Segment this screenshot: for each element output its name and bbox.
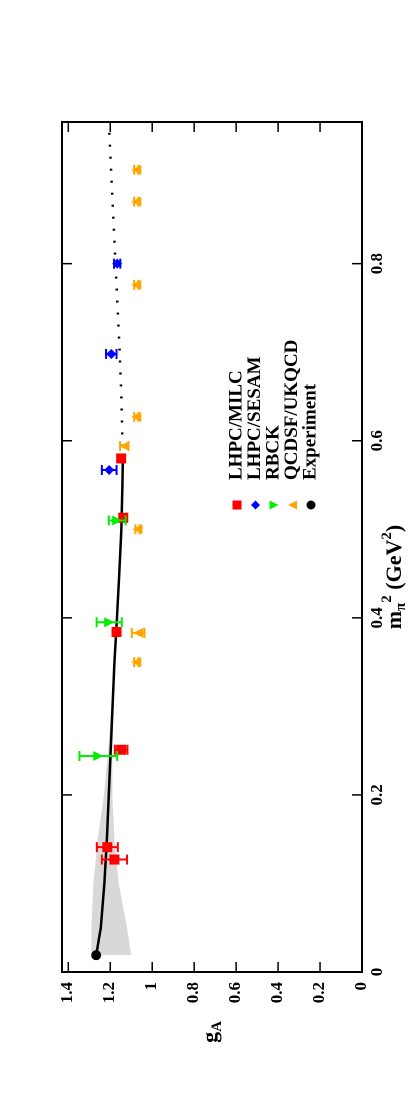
marker — [93, 750, 104, 761]
marker — [131, 279, 142, 290]
legend-marker — [306, 500, 316, 510]
marker — [133, 627, 144, 638]
legend-marker — [232, 500, 242, 510]
error-band — [91, 617, 132, 956]
y-tick-label: 1 — [141, 982, 160, 991]
y-tick-label: 0 — [351, 982, 370, 991]
extrapolation-curve — [107, 130, 125, 459]
legend-label: LHPC/MILC — [225, 370, 246, 480]
marker — [104, 464, 115, 475]
legend-label: LHPC/SESAM — [244, 356, 265, 480]
x-tick-label: 0.6 — [367, 430, 386, 451]
x-tick-label: 0 — [367, 968, 386, 977]
y-axis-label-part: A — [209, 1021, 225, 1032]
y-tick-label: 1.4 — [57, 982, 76, 1004]
y-tick-label: 0.4 — [267, 982, 286, 1004]
x-axis-label-part: (GeV — [381, 539, 406, 595]
x-axis-label: mπ2 (GeV2) — [379, 525, 409, 629]
marker — [91, 950, 102, 961]
plot-frame — [61, 121, 363, 973]
marker — [131, 164, 142, 175]
y-tick-label: 0.2 — [309, 982, 328, 1003]
marker — [131, 657, 142, 668]
marker — [131, 196, 142, 207]
marker — [111, 627, 122, 637]
x-axis-label-part: π — [393, 602, 409, 611]
marker — [112, 515, 123, 526]
x-tick-label: 0.4 — [367, 607, 386, 629]
marker — [109, 854, 120, 865]
marker — [112, 258, 123, 269]
legend-label: RBCK — [262, 425, 283, 480]
marker — [116, 744, 127, 755]
x-axis-label-part: 2 — [379, 595, 395, 603]
y-tick-label: 0.8 — [183, 982, 202, 1003]
marker — [131, 411, 142, 422]
y-tick-label: 1.2 — [99, 982, 118, 1003]
legend-marker — [269, 500, 279, 510]
marker — [106, 348, 117, 359]
legend-label: QCDSF/UKQCD — [281, 340, 302, 480]
legend-marker — [288, 500, 297, 510]
y-axis-label-part: g — [197, 1032, 222, 1043]
x-axis-label-part: 2 — [379, 532, 395, 540]
x-axis-label-part: m — [381, 611, 406, 629]
x-tick-label: 0.8 — [367, 253, 386, 274]
marker — [102, 842, 113, 853]
legend-label: Experiment — [299, 383, 320, 480]
legend-marker — [251, 500, 260, 510]
marker — [116, 453, 127, 464]
marker — [132, 524, 143, 535]
y-axis-label: gA — [197, 1021, 225, 1043]
marker — [104, 617, 115, 628]
x-axis-label-part: ) — [381, 525, 406, 532]
x-tick-label: 0.2 — [367, 784, 386, 805]
marker — [119, 441, 130, 452]
fit-curve — [94, 458, 125, 956]
y-tick-label: 0.6 — [225, 982, 244, 1003]
